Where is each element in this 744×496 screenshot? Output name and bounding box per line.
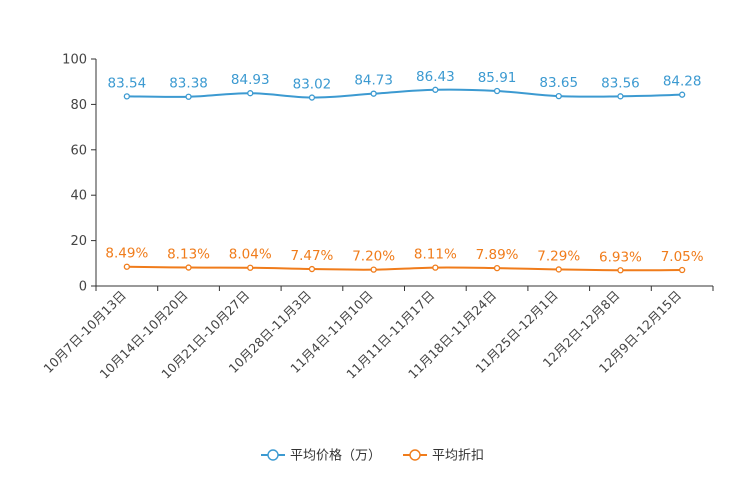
legend-item-avg-discount[interactable]: 平均折扣	[403, 449, 484, 464]
data-label: 8.13%	[167, 247, 210, 263]
data-label: 6.93%	[599, 249, 642, 265]
data-label: 7.89%	[476, 247, 519, 263]
data-label: 7.20%	[352, 249, 395, 265]
series-line	[127, 267, 682, 271]
y-axis: 0 20 40 60 80 100	[62, 53, 96, 295]
data-point[interactable]	[124, 94, 129, 99]
y-tick-label: 20	[70, 234, 87, 249]
data-label: 84.93	[231, 72, 270, 88]
data-label: 8.04%	[229, 247, 272, 263]
data-point[interactable]	[556, 267, 561, 272]
data-point[interactable]	[124, 264, 129, 269]
data-point[interactable]	[371, 267, 376, 272]
legend-label: 平均折扣	[432, 449, 484, 464]
data-label: 8.11%	[414, 247, 457, 263]
data-label: 83.38	[169, 76, 208, 92]
y-tick-label: 60	[70, 143, 87, 158]
data-point[interactable]	[186, 94, 191, 99]
legend-marker-icon	[268, 450, 278, 460]
data-label: 86.43	[416, 69, 455, 85]
data-point[interactable]	[618, 268, 623, 273]
legend-label: 平均价格（万）	[290, 448, 381, 464]
legend-item-avg-price[interactable]: 平均价格（万）	[261, 448, 381, 464]
data-point[interactable]	[618, 94, 623, 99]
data-label: 7.47%	[291, 248, 334, 264]
data-label: 7.05%	[661, 249, 704, 265]
data-point[interactable]	[309, 95, 314, 100]
data-label: 7.29%	[537, 248, 580, 264]
data-label: 84.73	[354, 73, 393, 89]
data-label: 83.54	[108, 75, 147, 91]
data-point[interactable]	[495, 266, 500, 271]
data-label: 83.56	[601, 75, 640, 91]
data-label: 84.28	[663, 74, 702, 90]
legend-marker-icon	[410, 450, 420, 460]
y-tick-label: 0	[79, 280, 87, 295]
data-point[interactable]	[186, 265, 191, 270]
data-point[interactable]	[433, 87, 438, 92]
series-line	[127, 90, 682, 98]
series-avg-price: 83.54 83.38 84.93 83.02 84.73 86.43 85.91 83.65…	[108, 69, 702, 100]
data-label: 83.02	[293, 77, 332, 93]
data-label: 83.65	[539, 75, 578, 91]
y-tick-label: 40	[70, 189, 87, 204]
series-avg-discount: 8.49% 8.13% 8.04% 7.47% 7.20% 8.11% 7.89% 7.29%…	[105, 246, 703, 273]
legend[interactable]: 平均价格（万） 平均折扣	[261, 448, 484, 464]
data-point[interactable]	[371, 91, 376, 96]
data-label: 8.49%	[105, 246, 148, 262]
data-point[interactable]	[680, 267, 685, 272]
data-point[interactable]	[433, 265, 438, 270]
data-point[interactable]	[680, 92, 685, 97]
data-point[interactable]	[556, 94, 561, 99]
data-point[interactable]	[248, 265, 253, 270]
y-tick-label: 100	[62, 53, 87, 68]
data-point[interactable]	[495, 88, 500, 93]
line-chart: 0 20 40 60 80 100 10月7日-10月13日10月14日-10月20日10…	[0, 0, 744, 496]
data-label: 85.91	[478, 70, 517, 86]
data-point[interactable]	[248, 91, 253, 96]
x-axis: 10月7日-10月13日10月14日-10月20日10月21日-10月27日10…	[40, 286, 713, 382]
data-point[interactable]	[309, 267, 314, 272]
y-tick-label: 80	[70, 98, 87, 113]
series-layer: 83.54 83.38 84.93 83.02 84.73 86.43 85.91 83.65…	[105, 69, 703, 273]
